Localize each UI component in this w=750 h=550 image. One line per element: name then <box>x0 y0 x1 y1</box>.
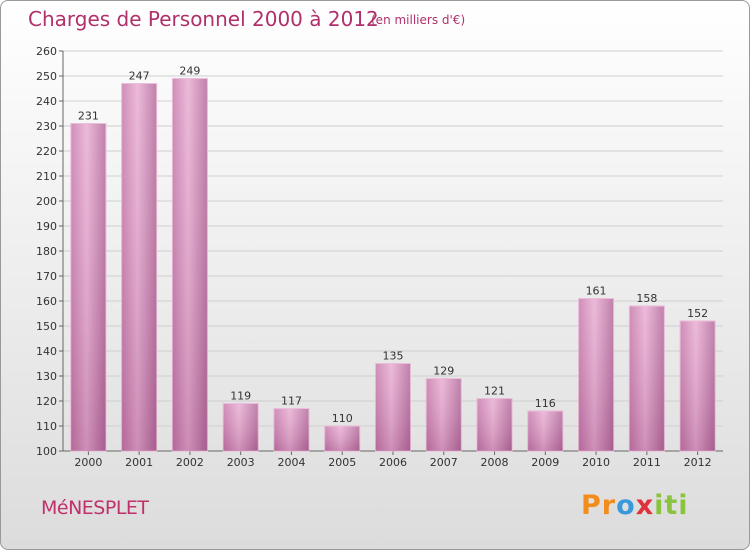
x-tick-label: 2009 <box>531 456 559 469</box>
y-tick-label: 130 <box>36 370 57 383</box>
data-label: 249 <box>179 65 200 78</box>
chart-title: Charges de Personnel 2000 à 2012 <box>28 7 379 31</box>
bar-layer <box>70 78 716 452</box>
bar-shade <box>629 306 665 451</box>
chart-subtitle: (en milliers d'€) <box>371 13 466 27</box>
x-tick-label: 2001 <box>125 456 153 469</box>
bar-shade <box>680 321 716 451</box>
x-tick-label: 2002 <box>176 456 204 469</box>
bar-shade <box>477 398 513 451</box>
bar-shade <box>70 123 106 451</box>
bar-shade <box>223 403 259 451</box>
label-layer: 231 2000 247 2001 249 2002 119 2003 117 2004 110 20… <box>74 65 711 470</box>
city-name: MéNESPLET <box>41 497 149 519</box>
x-tick-label: 2004 <box>277 456 305 469</box>
y-tick-label: 100 <box>36 445 57 458</box>
y-tick-label: 120 <box>36 395 57 408</box>
y-tick-label: 160 <box>36 295 57 308</box>
x-tick-label: 2012 <box>684 456 712 469</box>
data-label: 152 <box>687 307 708 320</box>
y-tick-label: 210 <box>36 170 57 183</box>
x-tick-label: 2008 <box>481 456 509 469</box>
data-label: 231 <box>78 110 99 123</box>
y-tick-label: 230 <box>36 120 57 133</box>
data-label: 158 <box>636 292 657 305</box>
x-tick-label: 2000 <box>74 456 102 469</box>
data-label: 121 <box>484 385 505 398</box>
logo-letter: r <box>601 490 617 521</box>
x-tick-label: 2010 <box>582 456 610 469</box>
bar-shade <box>273 408 309 451</box>
logo-letter: o <box>616 490 636 521</box>
y-tick-label: 170 <box>36 270 57 283</box>
y-tick-label: 250 <box>36 70 57 83</box>
y-tick-label: 150 <box>36 320 57 333</box>
y-tick-label: 180 <box>36 245 57 258</box>
logo-letter: i <box>678 490 689 521</box>
data-label: 135 <box>383 350 404 363</box>
bar-shade <box>578 298 614 451</box>
x-tick-label: 2011 <box>633 456 661 469</box>
x-tick-label: 2005 <box>328 456 356 469</box>
logo-letter: x <box>635 490 655 521</box>
bar-shade <box>121 83 157 451</box>
y-tick-label: 220 <box>36 145 57 158</box>
data-label: 110 <box>332 412 353 425</box>
data-label: 161 <box>586 285 607 298</box>
bar-shade <box>426 378 462 451</box>
bar-shade <box>527 411 563 451</box>
y-tick-label: 240 <box>36 95 57 108</box>
proxiti-logo[interactable]: Proxiti <box>581 490 689 521</box>
y-tick-label: 190 <box>36 220 57 233</box>
bar-shade <box>324 426 360 451</box>
x-tick-label: 2006 <box>379 456 407 469</box>
y-tick-label: 200 <box>36 195 57 208</box>
bar-shade <box>375 363 411 451</box>
data-label: 129 <box>433 365 454 378</box>
logo-letter: P <box>581 490 602 521</box>
x-tick-label: 2003 <box>227 456 255 469</box>
data-label: 247 <box>129 70 150 83</box>
y-tick-label: 110 <box>36 420 57 433</box>
x-tick-label: 2007 <box>430 456 458 469</box>
y-tick-label: 260 <box>36 45 57 58</box>
y-tick-label: 140 <box>36 345 57 358</box>
logo-letter: i <box>654 490 665 521</box>
data-label: 117 <box>281 395 302 408</box>
logo-letter: t <box>664 490 679 521</box>
data-label: 116 <box>535 397 556 410</box>
data-label: 119 <box>230 390 251 403</box>
bar-shade <box>172 78 208 451</box>
